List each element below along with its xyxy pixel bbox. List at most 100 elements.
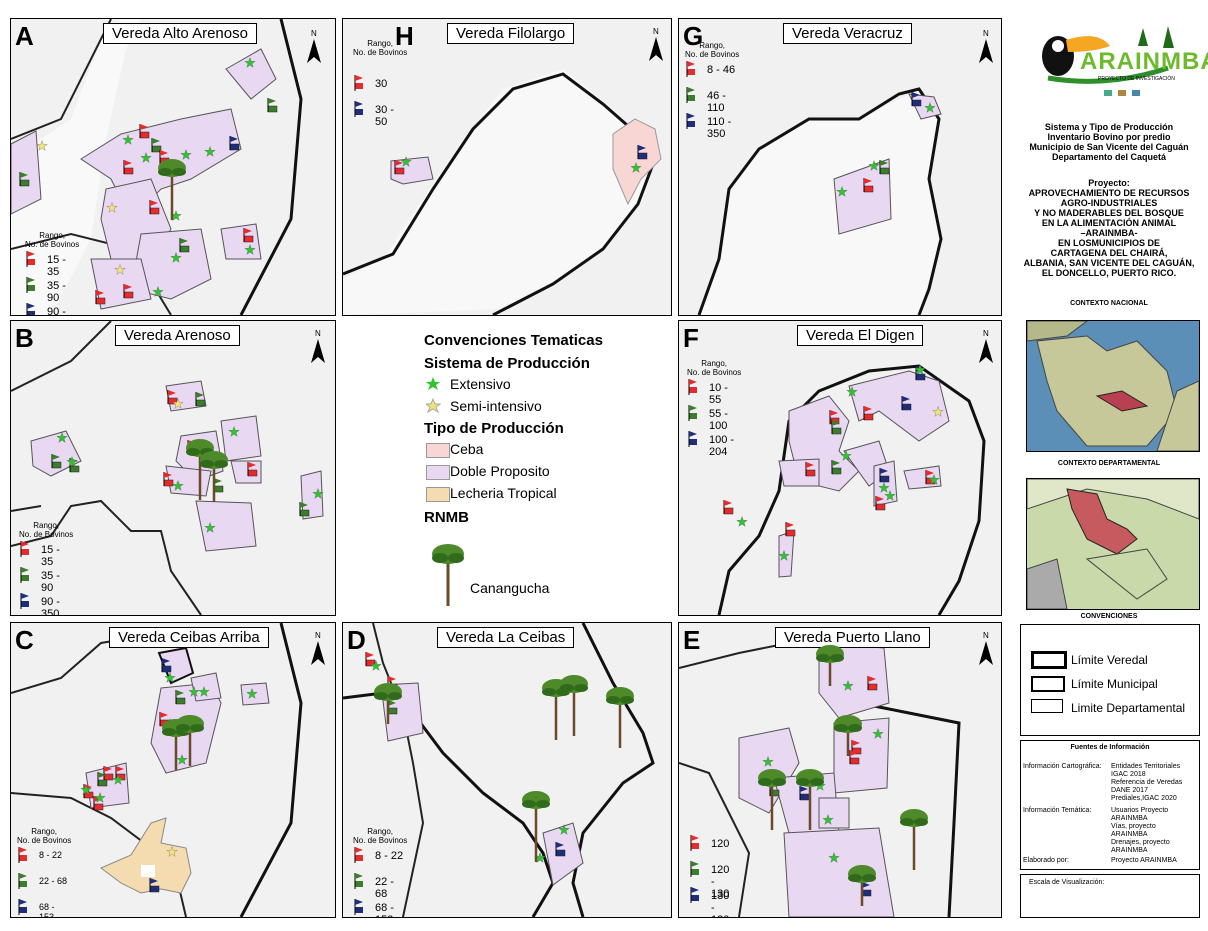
panel-a-range-1: 15 - 35 <box>47 254 66 278</box>
panel-e-map: E Vereda Puerto Llano 120 120 - 130 130 … <box>678 622 1002 918</box>
panel-h-title: Vereda Filolargo <box>447 23 575 44</box>
doble-swatch <box>426 465 450 480</box>
panel-c-legend-head: Rango, No. de Bovinos <box>17 827 72 845</box>
semi-intensivo-label: Semi-intensivo <box>450 398 542 414</box>
lecheria-label: Lecheria Tropical <box>450 485 557 501</box>
panel-a-range-2: 35 - 90 <box>47 280 66 304</box>
panel-h-letter: H <box>395 21 414 51</box>
sources-title: Fuentes de Información <box>1070 744 1150 751</box>
panel-a-letter: A <box>15 21 34 51</box>
panel-b-letter: B <box>15 323 34 353</box>
panel-e-range-2: 120 - 130 <box>711 864 730 900</box>
panel-a-map: A Vereda Alto Arenoso Rango, No. de Bovi… <box>10 18 336 316</box>
map-info-text: Sistema y Tipo de Producción Inventario … <box>1029 122 1189 162</box>
panel-f-geometry <box>717 364 986 615</box>
panel-f-legend: Rango, No. de Bovinos 10 - 55 55 - 100 1… <box>687 359 742 458</box>
panel-a-title: Vereda Alto Arenoso <box>103 23 257 44</box>
panel-b-map: B Vereda Arenoso Rango, No. de Bovinos 1… <box>10 320 336 616</box>
panel-g-map: G Vereda Veracruz Rango, No. de Bovinos … <box>678 18 1002 316</box>
north-arrow-icon: N <box>305 29 323 65</box>
panel-f-range-1: 10 - 55 <box>709 382 728 406</box>
panel-f-range-2: 55 - 100 <box>709 408 728 432</box>
north-arrow-icon: N <box>977 631 995 667</box>
north-arrow-icon: N <box>977 329 995 365</box>
panel-b-range-2: 35 - 90 <box>41 570 60 594</box>
panel-a-legend: Rango, No. de Bovinos 15 - 35 35 - 90 90… <box>25 231 80 316</box>
panel-b-range-1: 15 - 35 <box>41 544 60 568</box>
green-star-icon <box>426 377 440 390</box>
panel-g-geometry <box>697 87 943 315</box>
panel-e-range-1: 120 <box>711 838 730 850</box>
north-arrow-icon: N <box>647 27 665 63</box>
panel-b-title: Vereda Arenoso <box>115 325 240 346</box>
convenciones-label: CONVENCIONES <box>1080 613 1138 620</box>
limite-departamental-label: Limite Departamental <box>1071 701 1186 715</box>
logo-subtext: PROYECTO DE INVESTIGACIÓN <box>1098 76 1175 82</box>
logo-text: ARAINMBA <box>1080 48 1208 75</box>
ceba-label: Ceba <box>450 441 484 457</box>
panel-h-range-1: 30 <box>375 78 388 90</box>
elab-value: Proyecto ARAINMBA <box>1111 857 1177 864</box>
extensivo-label: Extensivo <box>450 376 511 392</box>
sources-box: Fuentes de Información Información Carto… <box>1020 740 1200 870</box>
panel-c-title: Vereda Ceibas Arriba <box>109 627 269 648</box>
arainmba-logo: ARAINMBA PROYECTO DE INVESTIGACIÓN <box>1018 16 1208 102</box>
panel-f-map: F Vereda El Digen Rango, No. de Bovinos … <box>678 320 1002 616</box>
panel-d-map: D Vereda La Ceibas Rango, No. de Bovinos… <box>342 622 672 918</box>
limite-departamental-swatch <box>1031 699 1063 713</box>
panel-c-range-2: 22 - 68 <box>39 876 68 886</box>
elab-label: Elaborado por: <box>1023 857 1069 864</box>
panel-d-range-1: 8 - 22 <box>375 850 404 862</box>
panel-h-geometry <box>343 69 662 315</box>
canangucha-label: Canangucha <box>470 580 550 596</box>
panel-f-range-3: 100 - 204 <box>709 434 735 458</box>
limite-municipal-swatch <box>1031 676 1065 692</box>
panel-h-legend: Rango, No. de Bovinos 30 30 - 50 <box>353 39 408 128</box>
panel-e-title: Vereda Puerto Llano <box>775 627 930 648</box>
scale-label: Escala de Visualización: <box>1029 879 1105 886</box>
national-context-label: CONTEXTO NACIONAL <box>1070 300 1148 307</box>
limite-veredal-swatch <box>1031 651 1067 669</box>
north-arrow-icon: N <box>977 29 995 65</box>
departmental-context-map <box>1026 478 1200 610</box>
panel-g-legend: Rango, No. de Bovinos 8 - 46 46 - 110 11… <box>685 41 740 140</box>
panel-d-legend-head: Rango, No. de Bovinos <box>353 827 408 845</box>
panel-f-letter: F <box>683 323 699 353</box>
panel-c-range-3: 68 - 153 <box>39 902 55 918</box>
north-arrow-icon: N <box>309 329 327 365</box>
panel-h-range-2: 30 - 50 <box>375 104 394 128</box>
thematic-legend-title: Convenciones Tematicas <box>424 332 603 349</box>
panel-g-title: Vereda Veracruz <box>783 23 912 44</box>
cart-label: Información Cartográfica: <box>1023 763 1102 770</box>
panel-a-range-3: 90 - 350 <box>47 306 66 316</box>
panel-h-map: H Vereda Filolargo Rango, No. de Bovinos… <box>342 18 672 316</box>
panel-f-title: Vereda El Digen <box>797 325 924 346</box>
panel-a-legend-head: Rango, No. de Bovinos <box>25 231 80 249</box>
national-context-map <box>1026 320 1200 452</box>
panel-g-legend-head: Rango, No. de Bovinos <box>685 41 740 59</box>
panel-g-letter: G <box>683 21 704 51</box>
panel-d-legend: Rango, No. de Bovinos 8 - 22 22 - 68 68 … <box>353 827 408 917</box>
panel-h-legend-head: Rango, No. de Bovinos <box>353 39 408 57</box>
panel-d-title: Vereda La Ceibas <box>437 627 575 648</box>
panel-f-legend-head: Rango, No. de Bovinos <box>687 359 742 377</box>
panel-b-legend-head: Rango, No. de Bovinos <box>19 521 74 539</box>
panel-c-range-1: 8 - 22 <box>39 850 63 860</box>
panel-e-letter: E <box>683 625 701 655</box>
toucan-logo-icon <box>1042 26 1174 96</box>
boundary-legend: Límite Veredal Límite Municipal Limite D… <box>1020 624 1200 736</box>
limite-municipal-label: Límite Municipal <box>1071 677 1158 691</box>
project-text: Proyecto: APROVECHAMIENTO DE RECURSOS AG… <box>1023 178 1195 278</box>
departmental-context-label: CONTEXTO DEPARTAMENTAL <box>1057 460 1161 467</box>
yellow-star-icon <box>426 398 442 414</box>
tem-value: Usuarios Proyecto ARAINMBA Vías, proyect… <box>1111 807 1170 854</box>
panel-g-range-3: 110 - 350 <box>707 116 732 140</box>
panel-b-range-3: 90 - 350 <box>41 596 60 616</box>
panel-d-range-3: 68 - 153 <box>375 902 394 917</box>
tem-label: Información Temática: <box>1023 807 1092 814</box>
cart-value: Entidades Territoriales IGAC 2018 Refere… <box>1111 763 1183 802</box>
type-title: Tipo de Producción <box>424 420 564 437</box>
panel-d-range-2: 22 - 68 <box>375 876 394 900</box>
panel-e-range-3: 130 - 180 <box>711 890 730 917</box>
doble-label: Doble Proposito <box>450 463 550 479</box>
